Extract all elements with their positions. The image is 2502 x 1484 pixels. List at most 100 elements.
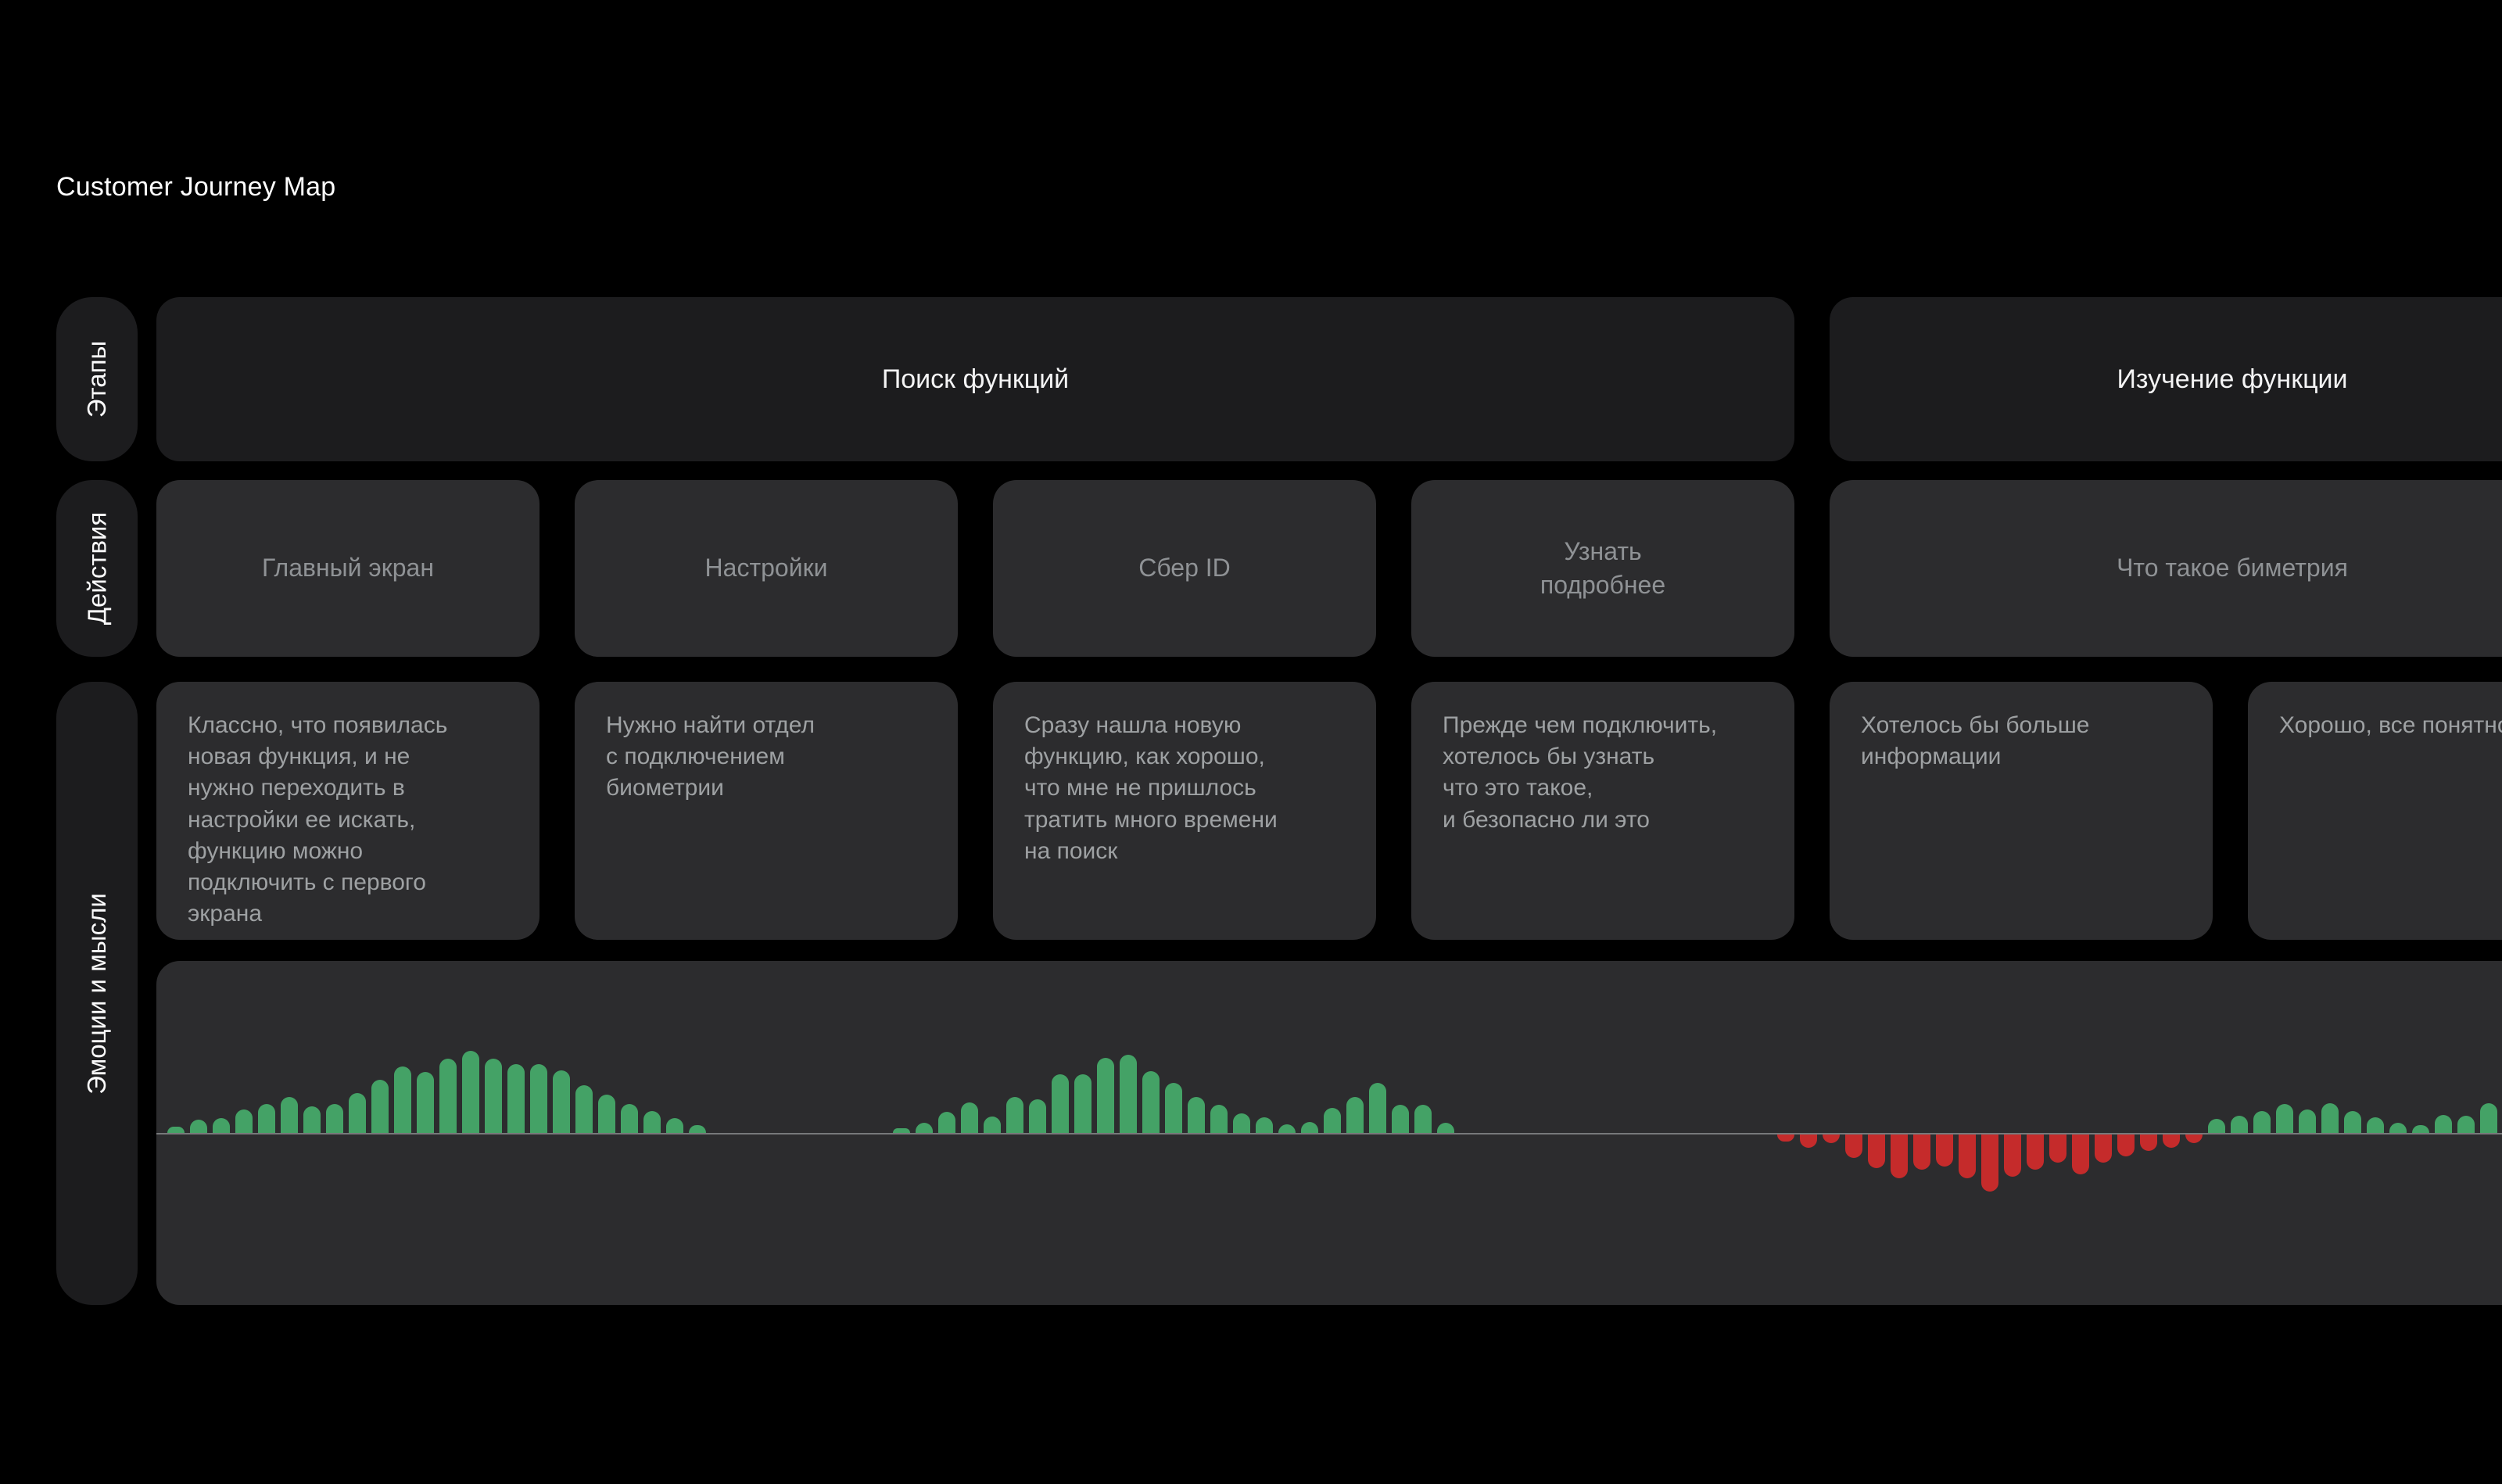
emotion-bar-positive xyxy=(1256,1117,1273,1133)
emotion-bar-positive xyxy=(2457,1116,2475,1133)
row-label-emotions-text: Эмоции и мысли xyxy=(82,892,111,1095)
emotion-bar-positive xyxy=(984,1117,1001,1133)
emotion-bar-positive xyxy=(2276,1104,2293,1133)
emotion-bar-positive xyxy=(1210,1105,1228,1133)
row-label-actions-text: Действия xyxy=(82,511,111,626)
emotion-bar-positive xyxy=(190,1120,207,1133)
emotion-bar-positive xyxy=(213,1118,230,1133)
page-title: Customer Journey Map xyxy=(56,172,336,202)
emotion-bar-positive xyxy=(2480,1103,2497,1133)
row-label-actions: Действия xyxy=(56,480,138,657)
emotion-bar-positive xyxy=(689,1125,706,1133)
emotion-bar-negative xyxy=(2027,1135,2044,1170)
emotion-bar-positive xyxy=(1369,1083,1386,1133)
emotion-bar-positive xyxy=(394,1066,411,1133)
emotion-bar-negative xyxy=(2185,1135,2203,1143)
emotion-bar-positive xyxy=(530,1064,547,1133)
thought-card-6: Хорошо, все понятно xyxy=(2248,682,2502,940)
emotion-bar-positive xyxy=(1142,1071,1160,1133)
emotion-bar-positive xyxy=(1324,1108,1341,1133)
thought-card-2: Нужно найти отдел с подключением биометр… xyxy=(575,682,958,940)
emotion-bar-positive xyxy=(893,1128,910,1133)
emotion-bar-negative xyxy=(1936,1135,1953,1167)
thought-card-5: Хотелось бы больше информации xyxy=(1830,682,2213,940)
action-card-glavny-ekran: Главный экран xyxy=(156,480,539,657)
emotion-bar-positive xyxy=(326,1104,343,1133)
stage-card-poisk-funkciy: Поиск функций xyxy=(156,297,1794,461)
emotion-bar-positive xyxy=(1392,1105,1409,1133)
emotion-bar-positive xyxy=(507,1064,525,1133)
emotion-bar-positive xyxy=(439,1059,457,1133)
emotion-bar-positive xyxy=(1074,1074,1091,1133)
emotion-bar-positive xyxy=(553,1070,570,1133)
emotion-bar-negative xyxy=(1823,1135,1840,1143)
emotion-bar-positive xyxy=(2389,1123,2407,1133)
emotion-bar-positive xyxy=(938,1112,955,1133)
emotion-bar-negative xyxy=(1845,1135,1862,1158)
emotion-bar-positive xyxy=(303,1106,321,1133)
emotion-bar-negative xyxy=(1959,1135,1976,1178)
thought-card-1: Классно, что появилась новая функция, и … xyxy=(156,682,539,940)
action-card-chto-takoe-bimetriya: Что такое биметрия xyxy=(1830,480,2502,657)
emotion-bar-positive xyxy=(2367,1117,2384,1133)
emotion-bar-positive xyxy=(621,1104,638,1133)
emotion-bar-positive xyxy=(258,1104,275,1133)
emotion-bar-negative xyxy=(1800,1135,1817,1148)
emotion-bar-positive xyxy=(598,1095,615,1133)
emotion-bar-positive xyxy=(349,1093,366,1133)
emotion-bar-positive xyxy=(1052,1074,1069,1133)
emotion-bar-positive xyxy=(575,1085,593,1133)
emotion-bar-negative xyxy=(2049,1135,2066,1163)
emotion-bar-positive xyxy=(2231,1116,2248,1133)
emotion-bar-positive xyxy=(1346,1097,1364,1133)
emotion-bar-negative xyxy=(1868,1135,1885,1168)
emotion-bar-negative xyxy=(2004,1135,2021,1177)
emotion-chart-card xyxy=(156,961,2502,1305)
emotion-bar-positive xyxy=(916,1123,933,1133)
emotion-bar-positive xyxy=(417,1072,434,1133)
action-card-nastroyki: Настройки xyxy=(575,480,958,657)
row-label-stages: Этапы xyxy=(56,297,138,461)
emotion-bar-positive xyxy=(281,1097,298,1133)
emotion-bar-positive xyxy=(1278,1124,1296,1133)
emotion-bar-positive xyxy=(666,1118,683,1133)
emotion-bar-positive xyxy=(485,1059,502,1133)
emotion-bar-positive xyxy=(235,1109,253,1133)
emotion-bar-positive xyxy=(1233,1113,1250,1133)
emotion-bar-positive xyxy=(2435,1115,2452,1133)
emotion-bar-positive xyxy=(1097,1058,1114,1133)
emotion-bar-positive xyxy=(1029,1099,1046,1133)
emotion-bar-positive xyxy=(2208,1119,2225,1133)
row-label-emotions: Эмоции и мысли xyxy=(56,682,138,1305)
emotion-bar-positive xyxy=(2412,1125,2429,1133)
emotion-bar-negative xyxy=(2095,1135,2112,1163)
emotion-bar-negative xyxy=(2140,1135,2157,1151)
emotion-bar-negative xyxy=(2163,1135,2180,1148)
stage-card-izuchenie-funkcii: Изучение функции xyxy=(1830,297,2502,461)
emotion-bar-positive xyxy=(1120,1055,1137,1133)
emotion-bar-negative xyxy=(1891,1135,1908,1178)
emotion-bar-positive xyxy=(167,1127,185,1133)
thought-card-3: Сразу нашла новую функцию, как хорошо, ч… xyxy=(993,682,1376,940)
action-card-uznat-podrobnee: Узнать подробнее xyxy=(1411,480,1794,657)
emotion-bar-positive xyxy=(2299,1109,2316,1133)
emotion-bar-negative xyxy=(1777,1135,1794,1142)
emotion-bar-positive xyxy=(2253,1111,2271,1133)
emotion-bar-negative xyxy=(1981,1135,1998,1192)
emotion-bar-positive xyxy=(1188,1097,1205,1133)
emotion-bar-positive xyxy=(1301,1122,1318,1133)
action-card-sber-id: Сбер ID xyxy=(993,480,1376,657)
emotion-bar-positive xyxy=(2344,1111,2361,1133)
row-label-stages-text: Этапы xyxy=(82,340,111,418)
emotion-bar-positive xyxy=(961,1102,978,1133)
emotion-bar-positive xyxy=(2321,1103,2339,1133)
emotion-bar-negative xyxy=(1913,1135,1930,1170)
emotion-bar-positive xyxy=(462,1051,479,1133)
emotion-bar-positive xyxy=(1165,1083,1182,1133)
emotion-bar-positive xyxy=(1437,1123,1454,1133)
emotion-bar-positive xyxy=(371,1080,389,1133)
thought-card-4: Прежде чем подключить, хотелось бы узнат… xyxy=(1411,682,1794,940)
emotion-bar-positive xyxy=(643,1111,661,1133)
emotion-bar-negative xyxy=(2117,1135,2135,1156)
